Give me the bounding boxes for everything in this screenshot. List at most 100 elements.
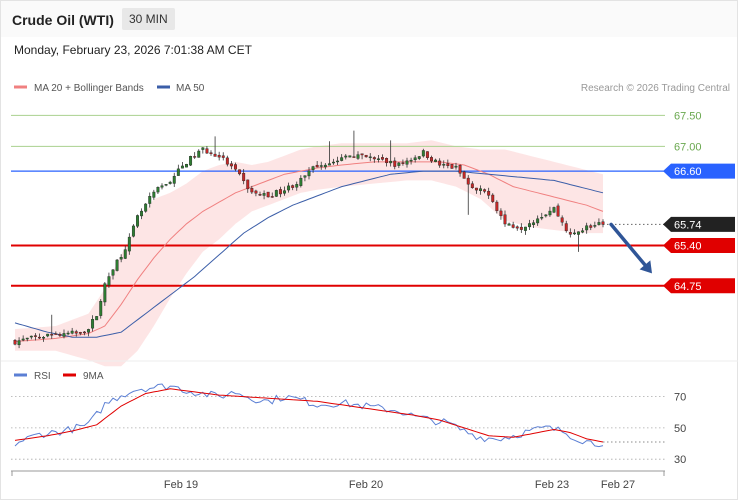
legends: MA 20 + Bollinger Bands MA 50 Research © 2… xyxy=(14,83,730,382)
candle xyxy=(425,151,429,160)
candle-body xyxy=(327,163,331,166)
candle-body xyxy=(299,177,303,186)
candle-body xyxy=(340,157,344,161)
candle-body xyxy=(21,338,25,341)
rsi-tick-50: 50 xyxy=(674,423,686,435)
candle xyxy=(344,154,348,160)
candle xyxy=(348,155,352,158)
candle-body xyxy=(483,189,487,192)
candle-body xyxy=(127,236,131,252)
candle-body xyxy=(409,159,413,162)
candle xyxy=(278,186,282,198)
candle xyxy=(242,169,246,185)
candle-body xyxy=(393,160,397,167)
candle-body xyxy=(201,147,205,150)
candle xyxy=(564,220,568,233)
candle xyxy=(528,219,531,230)
candle xyxy=(487,187,491,199)
candle-body xyxy=(503,214,507,225)
candle-body xyxy=(458,165,462,174)
candle-body xyxy=(360,153,364,156)
candle-body xyxy=(95,316,99,321)
candle xyxy=(54,331,58,335)
candle-body xyxy=(29,335,33,338)
candle-body xyxy=(479,188,482,191)
candle xyxy=(368,153,372,162)
candle-body xyxy=(389,160,393,164)
candle xyxy=(352,130,356,158)
candle xyxy=(25,337,29,342)
candle-body xyxy=(136,215,139,227)
candle-body xyxy=(291,185,295,188)
candle xyxy=(17,337,21,349)
candle xyxy=(495,200,499,214)
candle-body xyxy=(278,189,282,195)
candle-body xyxy=(91,319,95,329)
candle xyxy=(503,210,507,227)
candle xyxy=(327,141,331,166)
level-label-66.60: 66.60 xyxy=(674,166,702,178)
candle-body xyxy=(13,340,17,345)
interval-button[interactable]: 30 MIN xyxy=(122,8,175,30)
candle xyxy=(360,153,364,160)
candle-body xyxy=(217,154,221,158)
candle-body xyxy=(160,185,164,188)
candle-body xyxy=(356,154,360,159)
bollinger-band xyxy=(15,140,603,367)
candle-body xyxy=(229,163,233,167)
candle-body xyxy=(470,183,474,189)
candle-body xyxy=(601,221,605,225)
candle-body xyxy=(556,205,560,217)
candle-body xyxy=(144,203,148,212)
credit-text: Research © 2026 Trading Central xyxy=(581,83,730,94)
candle-body xyxy=(70,330,74,334)
candle-body xyxy=(287,185,291,191)
candle-body xyxy=(119,257,123,260)
candle-body xyxy=(209,152,213,155)
candle-body xyxy=(189,156,193,166)
candle-body xyxy=(82,331,86,334)
candle xyxy=(95,316,99,321)
bollinger-band-fill xyxy=(15,140,603,367)
time-axis: Feb 19 Feb 20 Feb 23 Feb 27 xyxy=(11,470,665,491)
candle-body xyxy=(42,337,46,339)
candle-body xyxy=(368,156,372,159)
candle-body xyxy=(193,156,197,158)
candle xyxy=(299,175,303,188)
candle-body xyxy=(58,334,62,336)
candle-body xyxy=(156,187,160,193)
candle xyxy=(430,155,433,164)
candle-body xyxy=(274,190,278,197)
candle-body xyxy=(180,165,184,169)
candle xyxy=(172,172,176,187)
candle xyxy=(250,185,254,194)
candle-body xyxy=(140,210,144,217)
candle xyxy=(91,315,95,332)
candle-body xyxy=(515,226,519,229)
candle xyxy=(364,154,368,158)
candle xyxy=(572,229,576,235)
candle-body xyxy=(511,224,515,228)
candle xyxy=(225,155,229,167)
candle-body xyxy=(438,160,442,166)
candle-body xyxy=(38,336,41,339)
candle xyxy=(597,218,601,226)
candle xyxy=(372,156,376,163)
candle xyxy=(458,164,462,177)
candle-body xyxy=(364,154,368,158)
candle-body xyxy=(74,331,78,334)
candle xyxy=(397,162,401,169)
candle-body xyxy=(421,150,425,157)
candle-body xyxy=(381,157,384,160)
candle xyxy=(483,188,487,194)
candle xyxy=(209,150,213,156)
candle xyxy=(421,148,425,158)
rsi-tick-70: 70 xyxy=(674,392,686,404)
candle xyxy=(87,328,90,337)
legend-ma20-label: MA 20 + Bollinger Bands xyxy=(34,83,144,94)
candle xyxy=(381,154,384,161)
candle xyxy=(115,259,119,272)
candle xyxy=(568,228,572,238)
candle xyxy=(577,231,580,252)
